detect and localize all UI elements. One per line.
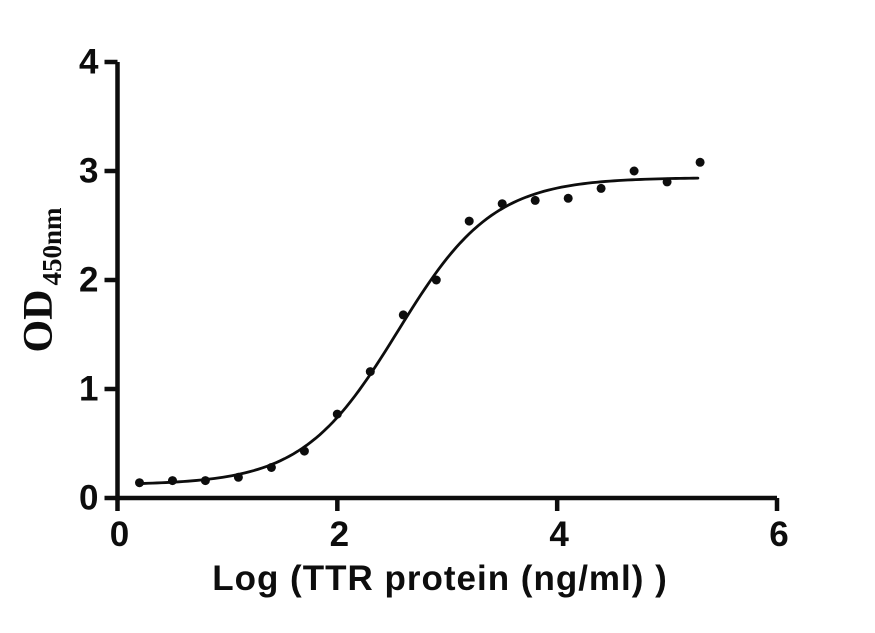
data-point: [563, 193, 573, 203]
x-tick-label: 4: [549, 515, 569, 554]
x-tick-label: 2: [330, 515, 349, 554]
data-point: [233, 472, 243, 482]
data-point: [431, 275, 441, 285]
data-point: [266, 463, 276, 472]
y-tick-label: 0: [79, 479, 98, 518]
data-point: [464, 216, 474, 226]
data-point: [497, 199, 507, 209]
y-axis-title-main: OD: [16, 290, 62, 353]
y-axis-title: OD 450nm: [16, 207, 67, 353]
data-point: [332, 409, 342, 419]
axes: [104, 59, 780, 511]
x-tick-label: 6: [769, 515, 788, 554]
x-tick-label: 0: [110, 515, 129, 554]
data-point: [596, 183, 606, 193]
y-tick-label: 4: [79, 43, 99, 82]
data-point: [135, 478, 144, 488]
data-point: [365, 367, 375, 377]
data-point: [695, 157, 705, 167]
data-point: [629, 166, 639, 176]
fit-curve: [138, 176, 700, 485]
data-point: [530, 195, 540, 205]
data-point: [299, 446, 309, 456]
y-axis-title-subscript: 450nm: [37, 207, 67, 286]
data-points: [135, 157, 705, 488]
y-tick-label: 1: [79, 370, 98, 409]
data-point: [398, 310, 408, 320]
tick-labels: 0 1 2 3 4 0 2 4 6: [79, 43, 789, 555]
data-point: [662, 177, 672, 187]
data-point: [200, 476, 210, 486]
y-tick-label: 3: [79, 152, 98, 191]
x-axis-title: Log (TTR protein (ng/ml) ): [212, 559, 668, 598]
y-tick-label: 2: [79, 261, 98, 300]
data-point: [168, 476, 177, 486]
